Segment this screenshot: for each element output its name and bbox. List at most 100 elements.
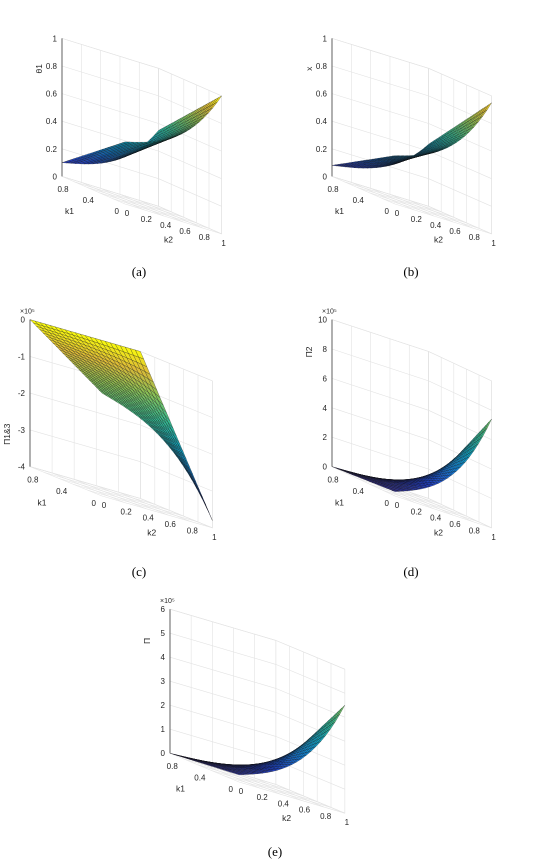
z-tick-label: 0.4 xyxy=(46,117,58,126)
k2-axis-label: k2 xyxy=(147,527,156,537)
k2-tick-label: 0.8 xyxy=(187,526,199,535)
surface-patch xyxy=(214,95,222,104)
z-axis-label: x xyxy=(304,66,314,71)
floor-gridline xyxy=(357,187,454,218)
z-tick-label: 0.2 xyxy=(46,145,58,154)
z-exponent: ×10⁵ xyxy=(322,309,337,316)
z-axis-label: Π1&3 xyxy=(2,423,12,445)
caption-d: (d) xyxy=(403,564,418,579)
z-tick-label: 0.6 xyxy=(316,90,328,99)
caption-a: (a) xyxy=(132,264,146,279)
floor-gridline xyxy=(58,478,170,511)
z-tick-label: 1 xyxy=(161,725,166,734)
k2-tick-label: 1 xyxy=(345,818,350,827)
z-tick-label: 0 xyxy=(323,172,328,181)
floor-gridline xyxy=(101,495,213,529)
z-tick-label: 5 xyxy=(161,629,166,638)
k2-tick-label: 0 xyxy=(239,787,244,796)
z-tick-label: 0.8 xyxy=(46,62,58,71)
k2-tick-label: 0 xyxy=(395,501,400,510)
z-tick-label: 0.8 xyxy=(316,62,328,71)
k1-tick-label: 0.4 xyxy=(194,773,206,782)
z-tick-label: 8 xyxy=(323,345,328,354)
floor-gridline xyxy=(73,483,184,517)
k2-tick-label: 0.2 xyxy=(121,507,133,516)
k1-tick-label: 0.8 xyxy=(167,762,179,771)
k2-tick-label: 0.2 xyxy=(411,215,423,224)
k1-tick-label: 0.4 xyxy=(353,487,365,496)
z-tick-label: 6 xyxy=(161,605,166,614)
floor-gridline xyxy=(344,181,442,213)
z-tick-label: 4 xyxy=(161,653,166,662)
k2-tick-label: 0.2 xyxy=(141,215,153,224)
k1-tick-label: 0 xyxy=(92,499,97,508)
k1-tick-label: 0.8 xyxy=(327,475,339,484)
z-exponent: ×10⁵ xyxy=(160,598,175,605)
k2-tick-label: 0 xyxy=(125,209,130,218)
k1-tick-label: 0 xyxy=(115,207,120,216)
z-exponent: ×10⁵ xyxy=(20,309,35,316)
k1-tick-label: 0.4 xyxy=(56,487,68,496)
z-tick-label: 3 xyxy=(161,677,166,686)
floor-gridline xyxy=(74,181,172,213)
floor-gridline xyxy=(428,206,492,235)
floor-gridline xyxy=(87,489,199,523)
z-axis-label: θ1 xyxy=(34,64,44,74)
floor-gridline xyxy=(331,176,429,207)
k2-tick-label: 0 xyxy=(395,209,400,218)
caption-e: (e) xyxy=(268,844,282,859)
surface-patch xyxy=(484,102,492,112)
k1-axis-label: k1 xyxy=(65,206,74,216)
k1-tick-label: 0.8 xyxy=(27,475,39,484)
k2-tick-label: 0.4 xyxy=(143,514,155,523)
surface-plot-e: 0 1 2 3 4 5 6 Π ×10⁵ 0 0.4 0.8 k1 0 0.2 0.4 0.6 0.8 1 k2 xyxy=(142,598,350,827)
surface-mesh xyxy=(331,102,492,169)
z-axis-label: Π2 xyxy=(304,346,314,357)
z-tick-label: 1 xyxy=(323,34,328,43)
caption-b: (b) xyxy=(403,264,418,279)
z-tick-label: 0.2 xyxy=(316,145,328,154)
k2-tick-label: 0.8 xyxy=(469,233,481,242)
z-tick-label: 4 xyxy=(323,404,328,413)
floor-gridline xyxy=(61,176,159,207)
z-tick-label: -3 xyxy=(18,426,26,435)
k2-tick-label: 1 xyxy=(491,239,496,248)
k1-tick-label: 0 xyxy=(385,207,390,216)
z-tick-label: 10 xyxy=(318,316,327,325)
k1-axis-label: k1 xyxy=(335,206,344,216)
floor-gridline xyxy=(112,198,210,229)
k2-tick-label: 0.4 xyxy=(430,221,442,230)
k1-tick-label: 0.4 xyxy=(83,196,95,205)
floor-gridline xyxy=(139,200,203,229)
floor-gridline xyxy=(409,200,473,229)
k2-tick-label: 0.2 xyxy=(411,507,423,516)
k2-tick-label: 0.2 xyxy=(257,793,269,802)
caption-c: (c) xyxy=(132,564,146,579)
z-tick-label: 1 xyxy=(53,34,58,43)
k2-axis-label: k2 xyxy=(434,527,443,537)
floor-gridline xyxy=(394,203,492,235)
z-tick-label: 2 xyxy=(323,433,328,442)
z-tick-label: -1 xyxy=(18,352,26,361)
k2-tick-label: 0.8 xyxy=(199,233,211,242)
k1-tick-label: 0.8 xyxy=(327,185,339,194)
k2-tick-label: 1 xyxy=(221,239,226,248)
z-tick-label: 0 xyxy=(161,749,166,758)
k2-tick-label: 0.4 xyxy=(430,514,442,523)
floor-gridline xyxy=(118,491,191,522)
z-tick-label: 0.6 xyxy=(46,90,58,99)
floor-gridline xyxy=(99,192,197,224)
z-tick-label: 0 xyxy=(323,463,328,472)
floor-gridline xyxy=(140,498,213,529)
k2-tick-label: 0.6 xyxy=(449,227,461,236)
back-wall-k2 xyxy=(428,351,492,529)
z-tick-label: -2 xyxy=(18,389,26,398)
k2-tick-label: 0.8 xyxy=(320,812,332,821)
k1-tick-label: 0 xyxy=(385,499,390,508)
floor-gridline xyxy=(369,192,467,224)
surface-plot-b: 0 0.2 0.4 0.6 0.8 1 x 0 0.4 0.8 k1 0 0.2 0.4 0.6 0.8 1 k2 xyxy=(304,34,496,248)
z-tick-label: 0 xyxy=(53,172,58,181)
floor-gridline xyxy=(158,206,222,235)
